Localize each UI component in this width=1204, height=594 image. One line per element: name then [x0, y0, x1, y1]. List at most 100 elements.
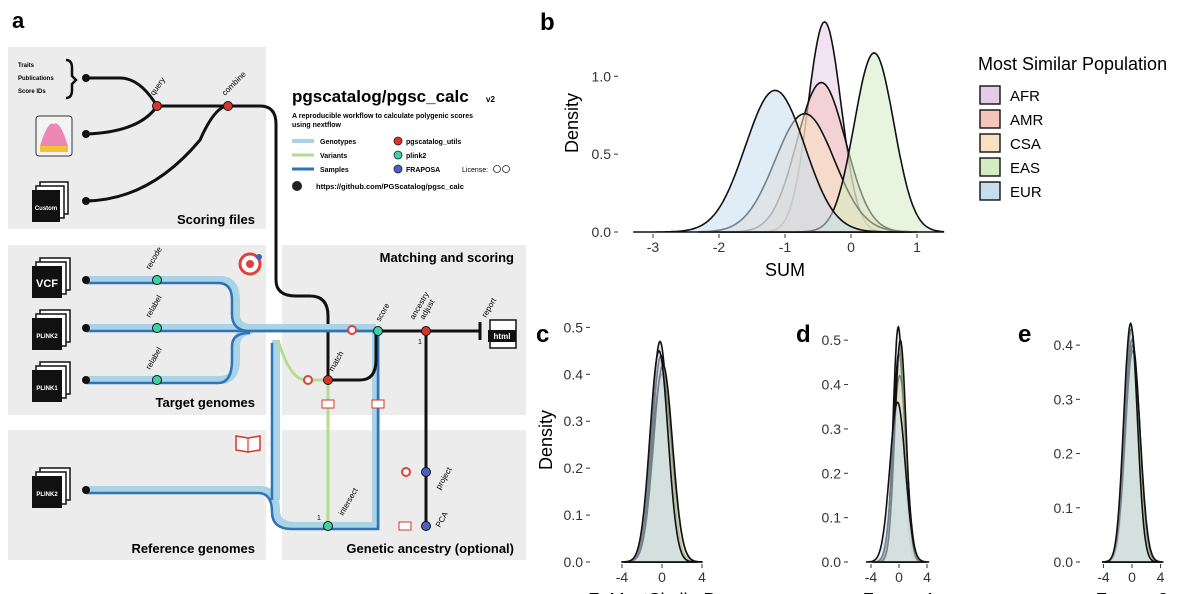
- node-ancestry-adjust: [421, 326, 431, 336]
- custom-file-icon: Custom: [32, 181, 69, 222]
- x-tick-label: -2: [713, 239, 726, 255]
- panel-label-e: e: [1018, 321, 1031, 348]
- target-icon: [303, 375, 313, 385]
- x-axis-label: SUM: [765, 260, 805, 280]
- node-recode: [152, 275, 162, 285]
- input-custom: Custom: [35, 206, 57, 212]
- section-label-scoring-files: Scoring files: [177, 212, 255, 227]
- y-axis-label: Density: [562, 93, 582, 153]
- legend-utils-dot: [393, 136, 403, 146]
- panel-label-d: d: [796, 321, 811, 348]
- book-icon: [398, 521, 412, 531]
- node-start: [82, 197, 90, 205]
- panel-label-a: a: [12, 8, 25, 33]
- legend-plink2-dot: [393, 150, 403, 160]
- y-axis-label: Density: [536, 410, 556, 470]
- series-d-eur: [866, 401, 930, 563]
- node-start: [82, 486, 90, 494]
- y-tick-label: 0.1: [822, 510, 842, 526]
- scoring-paths: [85, 76, 330, 380]
- github-icon: [292, 181, 302, 191]
- legend-samples: Samples: [320, 167, 349, 174]
- y-tick-label: 0.4: [822, 377, 842, 393]
- input-publications: Publications: [18, 76, 54, 82]
- workflow-version: v2: [486, 95, 495, 104]
- node-score: [373, 326, 383, 336]
- target-icon: [238, 252, 262, 276]
- node-start: [82, 130, 90, 138]
- y-tick-label: 0.1: [564, 507, 584, 523]
- legend-swatch-csa: [979, 133, 1001, 153]
- y-tick-label: 0.3: [822, 421, 842, 437]
- node-combine: [223, 101, 233, 111]
- legend-title: Most Similar Population: [978, 54, 1167, 74]
- workflow-title: pgscatalog/pgsc_calc: [292, 87, 469, 106]
- book-icon: [321, 399, 335, 409]
- series-c-eur: [622, 349, 696, 563]
- node-relabel: [152, 375, 162, 385]
- y-tick-label: 0.1: [1054, 500, 1074, 516]
- x-tick-label: 0: [658, 569, 666, 585]
- legend-license: License:: [462, 167, 488, 174]
- section-label-target-genomes: Target genomes: [156, 395, 255, 410]
- plink2-file-icon: PLINK2: [32, 309, 71, 350]
- legend-label-eas: EAS: [1010, 160, 1040, 177]
- vcf-file-icon: VCF: [32, 257, 71, 298]
- section-label-reference-genomes: Reference genomes: [131, 541, 255, 556]
- input-traits: Traits: [18, 63, 35, 69]
- legend-swatch-eas: [979, 157, 1001, 177]
- node-relabel: [152, 323, 162, 333]
- panel-label-c: c: [536, 321, 549, 348]
- legend-label-csa: CSA: [1010, 136, 1041, 153]
- x-axis-label: Z_norm1: [863, 590, 935, 594]
- x-tick-label: -4: [1097, 569, 1110, 585]
- section-label-genetic-ancestry: Genetic ancestry (optional): [346, 541, 514, 556]
- legend-fraposa-dot: [393, 164, 403, 174]
- github-url[interactable]: https://github.com/PGScatalog/pgsc_calc: [316, 182, 464, 191]
- x-tick-label: 4: [1157, 569, 1165, 585]
- y-tick-label: 0.0: [592, 224, 612, 240]
- y-tick-label: 0.2: [564, 460, 584, 476]
- legend-fraposa: FRAPOSA: [406, 167, 440, 174]
- input-vcf: VCF: [36, 278, 58, 290]
- input-plink2: PLINK2: [36, 334, 58, 340]
- sample-paths: [86, 281, 380, 531]
- legend-label-amr: AMR: [1010, 112, 1044, 129]
- y-tick-label: 0.3: [1054, 391, 1074, 407]
- legend-swatch-amr: [979, 109, 1001, 129]
- legend-swatch-eur: [979, 181, 1001, 201]
- node-start: [82, 276, 90, 284]
- node-query: [152, 101, 162, 111]
- reference-plink2-file-icon: PLINK2: [32, 467, 71, 508]
- y-tick-label: 0.0: [822, 554, 842, 570]
- by-icon: [502, 165, 510, 173]
- node-start: [82, 376, 90, 384]
- y-tick-label: 0.5: [564, 319, 584, 335]
- y-tick-label: 0.2: [822, 465, 842, 481]
- plink1-file-icon: PLINK1: [32, 361, 71, 402]
- node-match: [323, 375, 333, 385]
- panel-label-b: b: [540, 9, 555, 36]
- x-tick-label: 0: [1128, 569, 1136, 585]
- node-project: [421, 467, 431, 477]
- y-tick-label: 0.2: [1054, 446, 1074, 462]
- y-tick-label: 0.0: [1054, 554, 1074, 570]
- book-icon: [235, 435, 261, 453]
- x-tick-label: 1: [913, 239, 921, 255]
- cc-icon: [493, 165, 501, 173]
- y-tick-label: 0.4: [1054, 337, 1074, 353]
- y-tick-label: 0.0: [564, 554, 584, 570]
- y-tick-label: 0.3: [564, 413, 584, 429]
- legend-swatch-afr: [979, 85, 1001, 105]
- x-tick-label: -1: [779, 239, 792, 255]
- book-icon: [371, 399, 385, 409]
- input-score-ids: Score IDs: [18, 89, 46, 95]
- input-ref-plink2: PLINK2: [36, 492, 58, 498]
- report-format: html: [494, 332, 511, 341]
- legend-genotypes: Genotypes: [320, 139, 356, 146]
- x-tick-label: 4: [923, 569, 931, 585]
- legend-label-eur: EUR: [1010, 184, 1042, 201]
- legend-utils: pgscatalog_utils: [406, 139, 461, 146]
- x-tick-label: -4: [865, 569, 878, 585]
